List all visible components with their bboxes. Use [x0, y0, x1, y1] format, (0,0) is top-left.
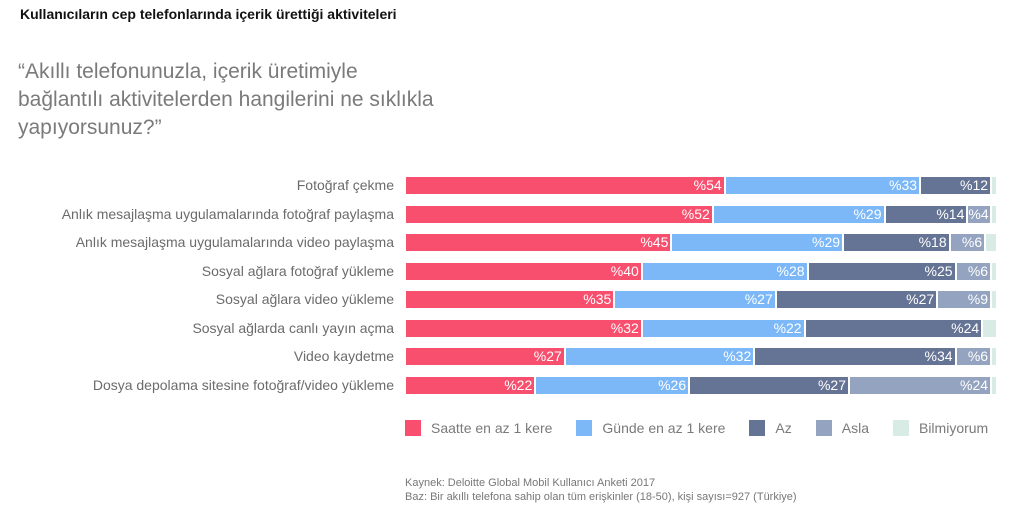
data-label: %27 [817, 376, 846, 393]
bar-segment [565, 348, 756, 365]
legend-swatch [749, 420, 766, 436]
bar-segment [406, 205, 714, 223]
survey-question: “Akıllı telefonunuzla, içerik üretimiyle… [18, 60, 434, 139]
data-label: %22 [773, 319, 802, 336]
data-label: %26 [658, 376, 687, 393]
bar-segment [992, 376, 998, 394]
legend-item: Saatte en az 1 kere [405, 420, 552, 436]
bar-segment [850, 376, 993, 394]
legend-swatch [892, 420, 909, 436]
bar-segment [406, 291, 616, 308]
bar-segment [992, 291, 998, 308]
bar-segment [406, 376, 537, 394]
category-label: Anlık mesajlaşma uygulamalarında fotoğra… [61, 205, 394, 222]
bar-segment [406, 319, 643, 337]
bar-segment [406, 234, 673, 251]
category-label: Fotoğraf çekme [296, 177, 394, 193]
legend-label: Bilmiyorum [918, 420, 989, 436]
data-label: %28 [776, 262, 805, 279]
bar-segment [776, 291, 939, 308]
bar-segment [956, 348, 993, 365]
legend-swatch [576, 420, 593, 436]
bar-segment [956, 262, 993, 280]
bar-segment [642, 319, 806, 337]
legend-label: Saatte en az 1 kere [431, 420, 553, 436]
data-label: %24 [960, 376, 989, 393]
data-label: %32 [610, 319, 639, 336]
category-label: Video kaydetme [293, 348, 394, 364]
bar-segment [690, 376, 850, 394]
legend-label: Günde en az 1 kere [602, 420, 726, 436]
data-label: %27 [906, 291, 935, 307]
bar-segment [406, 177, 726, 194]
page-title: Kullanıcıların cep telefonlarında içerik… [20, 6, 397, 22]
bar-segment [968, 205, 993, 223]
legend-item: Günde en az 1 kere [576, 420, 725, 436]
data-label: %25 [924, 262, 953, 279]
data-label: %29 [812, 234, 841, 250]
bar-segment [725, 177, 922, 194]
data-label: %27 [533, 348, 562, 364]
data-label: %9 [967, 291, 988, 307]
bar-segment [938, 291, 992, 308]
bar-segment [950, 234, 987, 251]
data-label: %12 [960, 177, 989, 193]
data-label: %32 [723, 348, 752, 364]
bar-segment [983, 319, 998, 337]
legend-item: Az [749, 420, 792, 436]
bar-segment [536, 376, 691, 394]
data-label: %35 [583, 291, 612, 307]
bar-segment [844, 234, 951, 251]
data-label: %4 [968, 205, 989, 222]
data-label: %18 [918, 234, 947, 250]
bar-segment [808, 262, 957, 280]
bar-segment [615, 291, 777, 308]
legend-label: Az [775, 420, 792, 436]
data-label: %6 [967, 262, 989, 279]
data-label: %6 [961, 234, 983, 250]
bar-segment [406, 348, 566, 365]
bar-segment [986, 234, 998, 251]
source-note: Kaynek: Deloitte Global Mobil Kullanıcı … [405, 477, 656, 489]
category-label: Sosyal ağlarda canlı yayın açma [192, 319, 394, 336]
bar-segment [755, 348, 957, 365]
bar-segment [921, 177, 993, 194]
bar-segment [992, 177, 998, 194]
category-label: Dosya depolama sitesine fotoğraf/video y… [92, 376, 394, 393]
legend-label: Asla [841, 420, 869, 436]
bar-segment [992, 205, 998, 223]
bar-segment [713, 205, 886, 223]
data-label: %14 [936, 205, 965, 222]
category-label: Anlık mesajlaşma uygulamalarında video p… [75, 234, 394, 250]
data-label: %52 [681, 205, 710, 222]
bar-segment [885, 205, 969, 223]
data-label: %45 [640, 234, 669, 250]
data-label: %40 [610, 262, 639, 279]
category-label: Sosyal ağlara fotoğraf yükleme [201, 262, 394, 279]
data-label: %34 [924, 348, 953, 364]
base-note: Baz: Bir akıllı telefona sahip olan tüm … [405, 491, 797, 503]
legend-swatch [405, 420, 421, 436]
data-label: %24 [951, 319, 980, 336]
data-label: %54 [693, 177, 722, 193]
category-label: Sosyal ağlara video yükleme [215, 291, 394, 307]
bar-segment [992, 348, 998, 365]
bar-segment [642, 262, 809, 280]
bar-segment [406, 262, 643, 280]
data-label: %27 [744, 291, 773, 307]
bar-segment [805, 319, 984, 337]
legend-swatch [815, 420, 832, 436]
data-label: %29 [853, 205, 882, 222]
bar-segment [672, 234, 845, 251]
legend: Saatte en az 1 kere Günde en az 1 kere Az A… [405, 420, 1012, 436]
data-label: %6 [967, 348, 989, 364]
bar-segment [992, 262, 998, 280]
data-label: %33 [889, 177, 918, 193]
legend-item: Asla [815, 420, 869, 436]
legend-item: Bilmiyorum [892, 420, 989, 436]
data-label: %22 [504, 376, 533, 393]
